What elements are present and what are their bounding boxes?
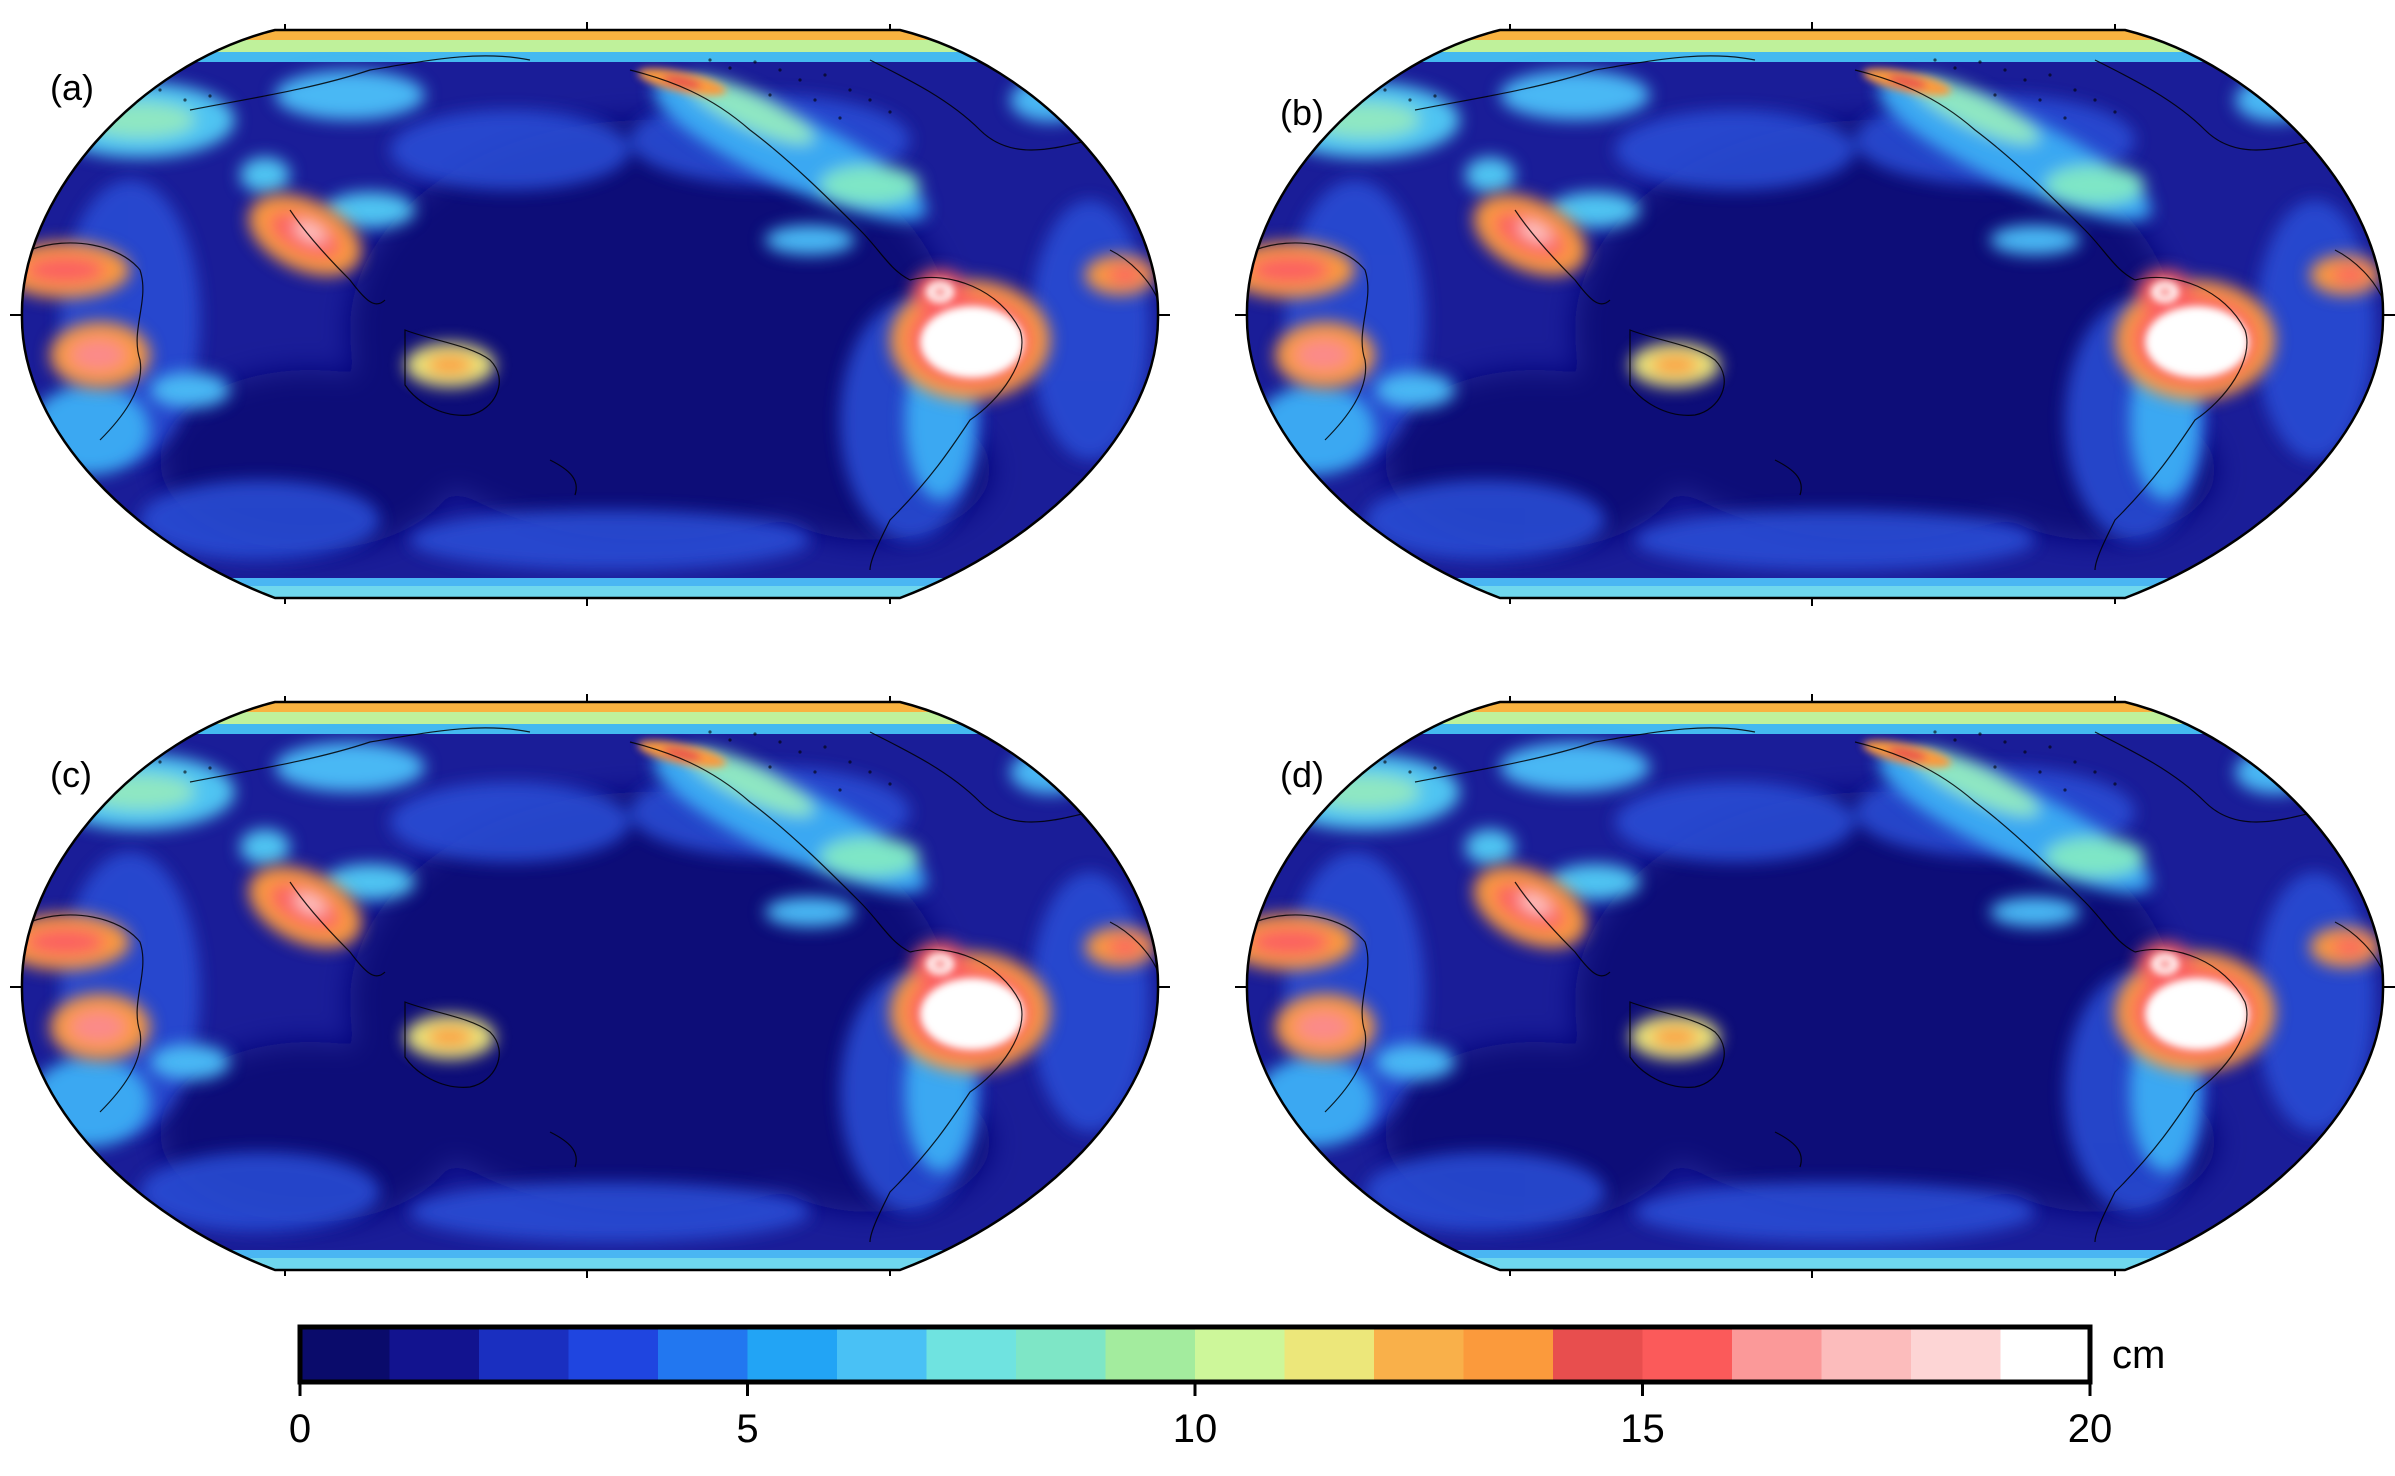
colorbar: 0 5 10 15 20 cm	[289, 1324, 2165, 1451]
panel-label-c: (c)	[50, 754, 92, 795]
map-panel-a: (a)	[0, 0, 1170, 620]
panel-label-d: (d)	[1280, 754, 1324, 795]
colorbar-swatch	[1821, 1327, 1912, 1382]
colorbar-swatch	[479, 1327, 569, 1382]
map-panel-c: (c)	[0, 672, 1170, 1292]
colorbar-swatch	[1911, 1327, 2001, 1382]
colorbar-swatch	[1105, 1327, 1196, 1382]
colorbar-swatch	[1642, 1327, 1733, 1382]
colorbar-swatch	[747, 1327, 838, 1382]
colorbar-swatch	[926, 1327, 1017, 1382]
colorbar-ticks: 0 5 10 15 20	[289, 1382, 2112, 1451]
colorbar-tick-label: 0	[289, 1407, 311, 1451]
panel-label-b: (b)	[1280, 92, 1324, 133]
colorbar-swatch	[1374, 1327, 1464, 1382]
colorbar-swatch	[1016, 1327, 1106, 1382]
colorbar-swatch	[658, 1327, 748, 1382]
colorbar-swatch	[300, 1327, 390, 1382]
colorbar-swatch	[1195, 1327, 1285, 1382]
colorbar-swatch	[1284, 1327, 1375, 1382]
colorbar-tick-label: 15	[1620, 1407, 1665, 1451]
panel-label-a: (a)	[50, 67, 94, 108]
colorbar-tick-label: 20	[2068, 1407, 2113, 1451]
colorbar-swatch	[2000, 1327, 2091, 1382]
colorbar-swatch	[837, 1327, 927, 1382]
colorbar-swatch	[389, 1327, 480, 1382]
colorbar-tick-label: 10	[1173, 1407, 1218, 1451]
colorbar-swatches	[300, 1327, 2091, 1382]
colorbar-unit: cm	[2112, 1333, 2165, 1377]
colorbar-swatch	[1463, 1327, 1554, 1382]
map-panel-b: (b)	[1225, 0, 2395, 620]
colorbar-swatch	[568, 1327, 659, 1382]
colorbar-tick-label: 5	[736, 1407, 758, 1451]
colorbar-swatch	[1732, 1327, 1822, 1382]
colorbar-swatch	[1553, 1327, 1643, 1382]
map-panel-d: (d)	[1225, 672, 2395, 1292]
